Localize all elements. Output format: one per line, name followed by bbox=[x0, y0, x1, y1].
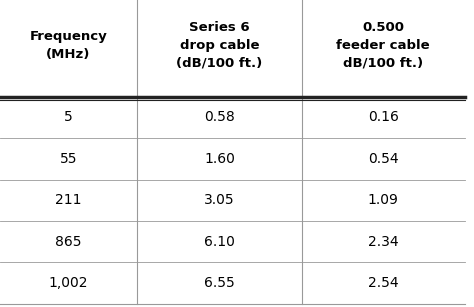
Text: 6.10: 6.10 bbox=[204, 235, 235, 249]
Text: 3.05: 3.05 bbox=[204, 193, 235, 207]
Text: Frequency
(MHz): Frequency (MHz) bbox=[30, 30, 108, 60]
Text: 2.34: 2.34 bbox=[368, 235, 399, 249]
Text: 1.09: 1.09 bbox=[368, 193, 399, 207]
Text: 2.54: 2.54 bbox=[368, 276, 399, 290]
Text: 0.54: 0.54 bbox=[368, 152, 399, 166]
Text: 6.55: 6.55 bbox=[204, 276, 235, 290]
Text: Series 6
drop cable
(dB/100 ft.): Series 6 drop cable (dB/100 ft.) bbox=[176, 21, 263, 69]
Text: 865: 865 bbox=[55, 235, 82, 249]
Text: 55: 55 bbox=[60, 152, 77, 166]
Text: 1,002: 1,002 bbox=[49, 276, 88, 290]
Text: 0.500
feeder cable
dB/100 ft.): 0.500 feeder cable dB/100 ft.) bbox=[337, 21, 430, 69]
Text: 0.16: 0.16 bbox=[368, 111, 399, 124]
Text: 0.58: 0.58 bbox=[204, 111, 235, 124]
Text: 5: 5 bbox=[64, 111, 73, 124]
Text: 211: 211 bbox=[55, 193, 82, 207]
Text: 1.60: 1.60 bbox=[204, 152, 235, 166]
